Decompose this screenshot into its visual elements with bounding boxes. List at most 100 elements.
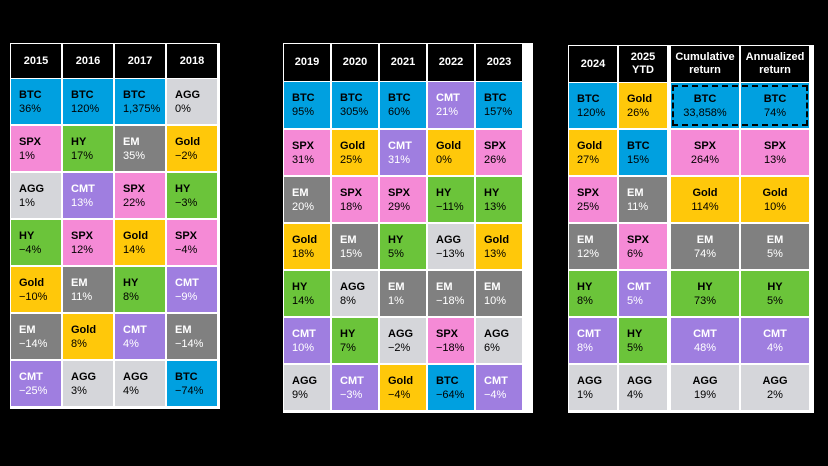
return-value: 8% — [577, 341, 593, 354]
column-header: 2020 — [332, 44, 378, 81]
cell-spx: SPX 12% — [63, 220, 113, 265]
asset-label: CMT — [292, 327, 316, 340]
cell-spx: SPX 6% — [619, 224, 667, 269]
cell-hy: HY 14% — [284, 271, 330, 316]
return-value: −18% — [436, 294, 465, 307]
cell-gold: Gold 18% — [284, 224, 330, 269]
column-header: Cumulative return — [671, 46, 739, 82]
return-value: 74% — [693, 247, 717, 260]
asset-label: Gold — [19, 276, 45, 289]
cell-hy: HY 5% — [619, 318, 667, 363]
asset-label: BTC — [388, 92, 411, 104]
column-header: 2018 — [167, 44, 217, 78]
cell-hy: HY 5% — [741, 271, 809, 316]
cell-btc: BTC −64% — [428, 365, 474, 410]
asset-label: Gold — [388, 374, 414, 387]
column-header: 2022 — [428, 44, 474, 81]
asset-label: HY — [388, 233, 404, 246]
cell-spx: SPX 26% — [476, 130, 522, 175]
return-value: 13% — [763, 153, 787, 166]
return-value: 1% — [19, 196, 35, 209]
return-value: 10% — [292, 341, 315, 354]
asset-label: AGG — [71, 370, 97, 383]
asset-label: SPX — [436, 327, 459, 340]
return-value: 15% — [340, 247, 363, 260]
asset-label: HY — [767, 280, 783, 293]
cell-gold: Gold 26% — [619, 83, 667, 128]
cell-hy: HY 7% — [332, 318, 378, 363]
cell-spx: SPX −4% — [167, 220, 217, 265]
cell-gold: Gold −2% — [167, 126, 217, 171]
return-value: −14% — [19, 337, 48, 350]
asset-label: SPX — [577, 186, 600, 199]
return-value: 5% — [627, 294, 643, 307]
return-value: 305% — [340, 106, 369, 118]
return-value: 10% — [763, 200, 787, 213]
asset-label: AGG — [340, 280, 366, 293]
cell-spx: SPX 13% — [741, 130, 809, 175]
asset-label: SPX — [175, 229, 198, 242]
table-panel-3: 2024 BTC 120% Gold 27% SPX 25% EM 12% HY 8% CMT 8% AG… — [568, 45, 814, 413]
asset-label: BTC — [71, 88, 94, 101]
cell-agg: AGG 6% — [476, 318, 522, 363]
return-value: 20% — [292, 200, 315, 213]
cell-hy: HY 8% — [569, 271, 617, 316]
cell-hy: HY 13% — [476, 177, 522, 222]
asset-label: EM — [388, 280, 405, 293]
cell-gold: Gold 8% — [63, 314, 113, 359]
return-value: 4% — [767, 341, 783, 354]
asset-label: EM — [766, 233, 784, 246]
asset-label: CMT — [123, 323, 147, 336]
cell-cmt: CMT 21% — [428, 82, 474, 128]
asset-label: CMT — [340, 374, 364, 387]
cell-em: EM 15% — [332, 224, 378, 269]
asset-label: HY — [19, 229, 35, 242]
return-value: −64% — [436, 388, 465, 401]
asset-label: AGG — [436, 233, 462, 246]
return-value: 48% — [693, 341, 717, 354]
return-value: −4% — [19, 243, 42, 256]
cell-cmt: CMT 4% — [741, 318, 809, 363]
column-header: 2015 — [11, 44, 61, 78]
asset-label: CMT — [388, 139, 412, 152]
return-value: 19% — [693, 388, 717, 401]
cell-agg: AGG 0% — [167, 79, 217, 124]
cell-agg: AGG 2% — [741, 365, 809, 410]
asset-label: HY — [123, 276, 139, 289]
return-value: −4% — [175, 243, 198, 256]
return-value: −4% — [388, 388, 411, 401]
return-value: 8% — [577, 294, 593, 307]
return-value: 9% — [292, 388, 308, 401]
cell-gold: Gold 14% — [115, 220, 165, 265]
column-header: 2017 — [115, 44, 165, 78]
return-value: 1,375% — [123, 102, 161, 115]
cell-hy: HY 73% — [671, 271, 739, 316]
cell-agg: AGG 3% — [63, 361, 113, 406]
return-value: 13% — [71, 196, 94, 209]
asset-label: CMT — [175, 276, 199, 289]
cell-cmt: CMT 48% — [671, 318, 739, 363]
return-value: −4% — [484, 388, 507, 401]
asset-label: AGG — [692, 374, 718, 387]
cell-gold: Gold 114% — [671, 177, 739, 222]
cell-em: EM 12% — [569, 224, 617, 269]
asset-label: EM — [19, 323, 36, 336]
asset-label: AGG — [292, 374, 318, 387]
return-value: −74% — [175, 384, 204, 397]
cell-cmt: CMT 4% — [115, 314, 165, 359]
return-value: 13% — [484, 200, 507, 213]
return-value: 0% — [175, 102, 191, 115]
cell-cmt: CMT 13% — [63, 173, 113, 218]
return-value: 25% — [340, 153, 363, 166]
asset-label: SPX — [627, 233, 650, 246]
cell-cmt: CMT −9% — [167, 267, 217, 312]
cell-hy: HY 5% — [380, 224, 426, 269]
asset-label: EM — [292, 186, 309, 199]
cell-gold: Gold 0% — [428, 130, 474, 175]
asset-label: CMT — [763, 327, 787, 340]
cell-cmt: CMT 10% — [284, 318, 330, 363]
asset-label: HY — [292, 280, 308, 293]
asset-label: CMT — [577, 327, 601, 340]
return-value: 4% — [627, 388, 643, 401]
cell-spx: SPX 25% — [569, 177, 617, 222]
